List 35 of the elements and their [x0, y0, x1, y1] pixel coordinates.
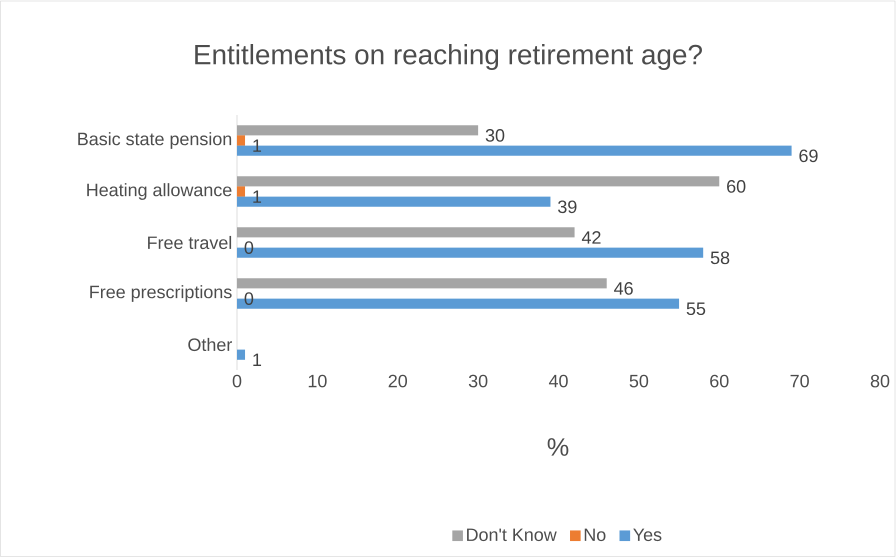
legend-label: Don't Know	[467, 528, 557, 542]
y-tick-label: Other	[188, 338, 232, 352]
data-label: 58	[710, 251, 730, 264]
x-axis-title: %	[548, 438, 568, 456]
legend-label: Yes	[633, 528, 662, 542]
data-label: 39	[558, 200, 576, 214]
data-label: 1	[253, 354, 262, 366]
x-tick-label: 20	[388, 374, 408, 388]
x-tick-label: 40	[548, 374, 568, 388]
x-tick-label: 80	[870, 374, 890, 388]
y-tick-label: Free prescriptions	[90, 285, 232, 302]
bar	[237, 186, 246, 197]
bar	[237, 227, 575, 238]
bar	[237, 278, 607, 288]
bar	[237, 135, 246, 146]
data-label: 30	[486, 129, 504, 142]
data-label: 55	[686, 302, 706, 316]
x-tick-label: 50	[630, 374, 648, 388]
bar	[237, 350, 246, 360]
legend-label: No	[584, 528, 606, 542]
x-tick-label: 70	[790, 374, 809, 388]
x-tick-label: 0	[232, 374, 242, 388]
x-tick-label: 60	[710, 374, 729, 388]
y-tick-label: Free travel	[148, 236, 232, 250]
bar	[237, 176, 720, 186]
chart-title: Entitlements on reaching retirement age?	[195, 44, 702, 70]
y-tick-label: Basic state pension	[78, 132, 232, 149]
x-tick-label: 30	[468, 374, 488, 388]
data-label: 60	[727, 180, 746, 193]
y-tick-label: Heating allowance	[87, 183, 232, 200]
data-label: 42	[582, 231, 601, 244]
bar	[237, 125, 478, 136]
x-tick-label: 10	[308, 374, 327, 388]
data-label: 69	[799, 149, 818, 162]
data-label: 46	[614, 282, 633, 295]
